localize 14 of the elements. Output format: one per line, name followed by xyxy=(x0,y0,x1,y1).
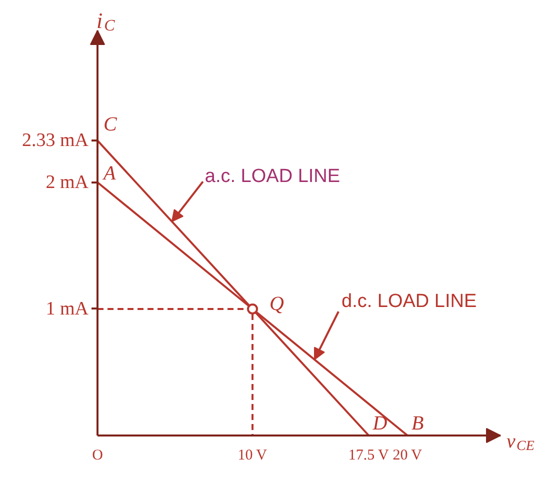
x-tick-label: 17.5 V xyxy=(348,448,390,464)
x-tick-label: 20 V xyxy=(392,448,422,464)
annotation: d.c. LOAD LINE xyxy=(342,291,477,312)
y-tick-label: 2 mA xyxy=(46,172,89,193)
annotation: Q xyxy=(270,292,284,315)
annotation: B xyxy=(412,412,424,434)
annotation: D xyxy=(372,412,388,434)
y-tick-label: 1 mA xyxy=(46,298,89,320)
annotation: a.c. LOAD LINE xyxy=(204,166,340,188)
annotation: A xyxy=(102,162,116,184)
y-tick-label: 2.33 mA xyxy=(22,130,89,152)
x-tick-label: 10 V xyxy=(238,448,268,464)
x-tick-label: O xyxy=(92,448,104,464)
annotation: C xyxy=(104,114,118,136)
